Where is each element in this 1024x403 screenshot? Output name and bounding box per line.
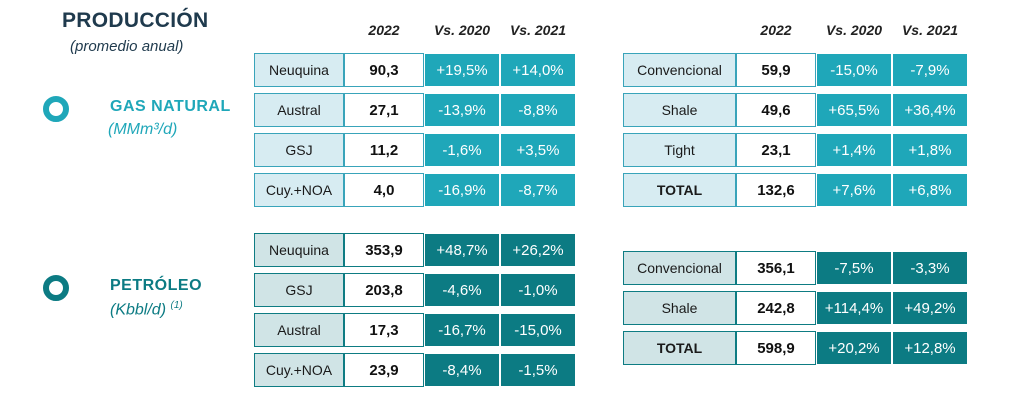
value-vs2021: -1,5%	[500, 353, 576, 387]
oil-types-table: Convencional 356,1 -7,5% -3,3% Shale 242…	[623, 251, 968, 371]
gas-ring-icon	[43, 96, 69, 122]
value-vs2020: -13,9%	[424, 93, 500, 127]
table-row: Austral 27,1 -13,9% -8,8%	[254, 93, 576, 127]
value-vs2020: -16,7%	[424, 313, 500, 347]
row-label: Austral	[254, 313, 344, 347]
row-label: Cuy.+NOA	[254, 353, 344, 387]
table-row: Convencional 356,1 -7,5% -3,3%	[623, 251, 968, 285]
oil-section-title: PETRÓLEO	[110, 277, 203, 294]
value-vs2021: +6,8%	[892, 173, 968, 207]
value-vs2021: -7,9%	[892, 53, 968, 87]
table-row: Convencional 59,9 -15,0% -7,9%	[623, 53, 968, 87]
value-vs2021: +3,5%	[500, 133, 576, 167]
value-2022: 23,1	[736, 133, 816, 167]
value-vs2020: +114,4%	[816, 291, 892, 325]
value-vs2020: +65,5%	[816, 93, 892, 127]
row-label: Convencional	[623, 251, 736, 285]
oil-ring-icon	[43, 275, 69, 301]
value-vs2021: +1,8%	[892, 133, 968, 167]
value-2022: 132,6	[736, 173, 816, 207]
value-vs2021: +49,2%	[892, 291, 968, 325]
oil-section-unit: (Kbbl/d) (1)	[110, 300, 183, 319]
value-2022: 353,9	[344, 233, 424, 267]
value-2022: 242,8	[736, 291, 816, 325]
gas-section-unit: (MMm³/d)	[108, 121, 178, 138]
row-label: Neuquina	[254, 233, 344, 267]
col-header-vs2020-right: Vs. 2020	[825, 22, 883, 38]
value-vs2020: -15,0%	[816, 53, 892, 87]
value-2022: 90,3	[344, 53, 424, 87]
value-vs2020: -16,9%	[424, 173, 500, 207]
value-vs2021: -15,0%	[500, 313, 576, 347]
table-row: Cuy.+NOA 4,0 -16,9% -8,7%	[254, 173, 576, 207]
value-vs2021: +36,4%	[892, 93, 968, 127]
value-2022: 356,1	[736, 251, 816, 285]
value-2022: 203,8	[344, 273, 424, 307]
row-label: GSJ	[254, 133, 344, 167]
gas-types-table: Convencional 59,9 -15,0% -7,9% Shale 49,…	[623, 53, 968, 213]
value-vs2021: +14,0%	[500, 53, 576, 87]
table-row: Austral 17,3 -16,7% -15,0%	[254, 313, 576, 347]
oil-regions-table: Neuquina 353,9 +48,7% +26,2% GSJ 203,8 -…	[254, 233, 576, 393]
row-label: Shale	[623, 291, 736, 325]
value-vs2021: +26,2%	[500, 233, 576, 267]
oil-unit-text: (Kbbl/d)	[110, 301, 167, 319]
gas-section-title: GAS NATURAL	[110, 98, 231, 115]
table-row-total: TOTAL 598,9 +20,2% +12,8%	[623, 331, 968, 365]
col-header-2022-right: 2022	[760, 22, 792, 38]
col-header-vs2020-left: Vs. 2020	[433, 22, 491, 38]
value-vs2020: +19,5%	[424, 53, 500, 87]
row-label: Neuquina	[254, 53, 344, 87]
oil-footnote: (1)	[170, 300, 183, 311]
value-vs2021: -8,7%	[500, 173, 576, 207]
table-row: GSJ 11,2 -1,6% +3,5%	[254, 133, 576, 167]
table-row-total: TOTAL 132,6 +7,6% +6,8%	[623, 173, 968, 207]
gas-regions-table: Neuquina 90,3 +19,5% +14,0% Austral 27,1…	[254, 53, 576, 213]
table-row: Neuquina 90,3 +19,5% +14,0%	[254, 53, 576, 87]
value-vs2020: +1,4%	[816, 133, 892, 167]
table-row: Cuy.+NOA 23,9 -8,4% -1,5%	[254, 353, 576, 387]
col-header-vs2021-left: Vs. 2021	[509, 22, 567, 38]
value-vs2021: +12,8%	[892, 331, 968, 365]
row-label: TOTAL	[623, 173, 736, 207]
table-row: Shale 242,8 +114,4% +49,2%	[623, 291, 968, 325]
value-2022: 59,9	[736, 53, 816, 87]
value-vs2020: +7,6%	[816, 173, 892, 207]
table-row: Neuquina 353,9 +48,7% +26,2%	[254, 233, 576, 267]
value-vs2020: -8,4%	[424, 353, 500, 387]
value-vs2020: -1,6%	[424, 133, 500, 167]
row-label: Cuy.+NOA	[254, 173, 344, 207]
row-label: Shale	[623, 93, 736, 127]
value-2022: 49,6	[736, 93, 816, 127]
row-label: TOTAL	[623, 331, 736, 365]
table-row: GSJ 203,8 -4,6% -1,0%	[254, 273, 576, 307]
page-subtitle: (promedio anual)	[70, 38, 184, 55]
value-vs2020: +20,2%	[816, 331, 892, 365]
table-row: Shale 49,6 +65,5% +36,4%	[623, 93, 968, 127]
value-vs2021: -8,8%	[500, 93, 576, 127]
row-label: Austral	[254, 93, 344, 127]
value-vs2021: -3,3%	[892, 251, 968, 285]
row-label: Tight	[623, 133, 736, 167]
value-2022: 27,1	[344, 93, 424, 127]
value-2022: 17,3	[344, 313, 424, 347]
value-2022: 4,0	[344, 173, 424, 207]
value-2022: 11,2	[344, 133, 424, 167]
value-vs2020: -4,6%	[424, 273, 500, 307]
table-row: Tight 23,1 +1,4% +1,8%	[623, 133, 968, 167]
col-header-2022-left: 2022	[368, 22, 400, 38]
value-vs2020: +48,7%	[424, 233, 500, 267]
row-label: GSJ	[254, 273, 344, 307]
row-label: Convencional	[623, 53, 736, 87]
value-vs2021: -1,0%	[500, 273, 576, 307]
page-title: PRODUCCIÓN	[62, 9, 209, 32]
col-header-vs2021-right: Vs. 2021	[901, 22, 959, 38]
value-vs2020: -7,5%	[816, 251, 892, 285]
value-2022: 598,9	[736, 331, 816, 365]
value-2022: 23,9	[344, 353, 424, 387]
